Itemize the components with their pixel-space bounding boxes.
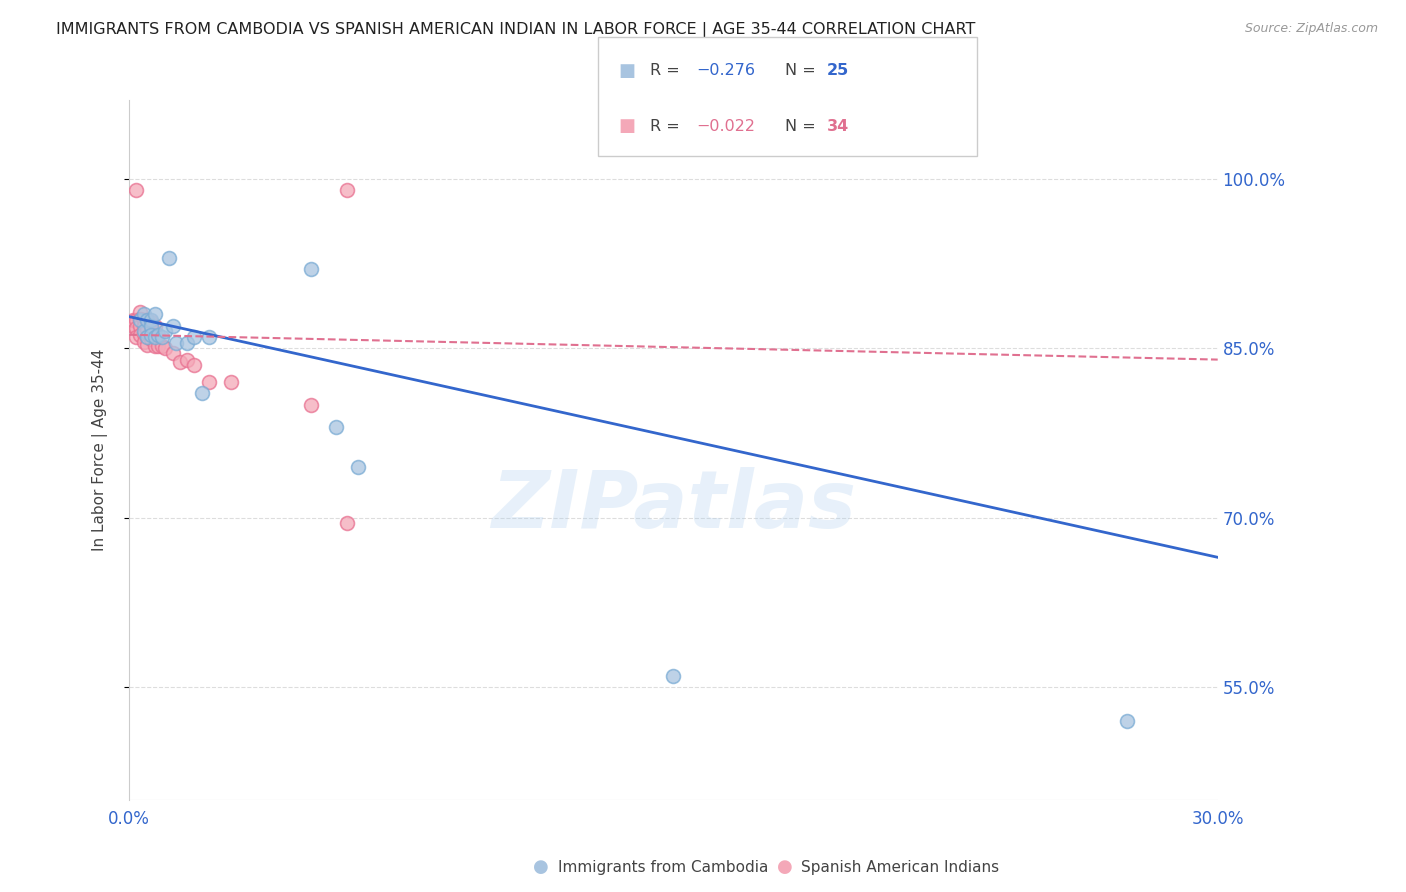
Point — [183, 358, 205, 372]
Point — [136, 338, 159, 352]
Point — [139, 332, 162, 346]
Text: ■: ■ — [619, 118, 636, 136]
Point — [129, 327, 152, 342]
Text: Immigrants from Cambodia: Immigrants from Cambodia — [558, 860, 769, 874]
Text: R =: R = — [650, 63, 685, 78]
Point — [148, 339, 170, 353]
Point — [136, 313, 159, 327]
Point — [129, 312, 152, 326]
Point — [132, 326, 155, 341]
Text: ●: ● — [533, 858, 550, 876]
Point — [132, 318, 155, 333]
Text: −0.276: −0.276 — [696, 63, 755, 78]
Point — [132, 307, 155, 321]
Text: IMMIGRANTS FROM CAMBODIA VS SPANISH AMERICAN INDIAN IN LABOR FORCE | AGE 35-44 C: IMMIGRANTS FROM CAMBODIA VS SPANISH AMER… — [56, 22, 976, 38]
Point — [336, 516, 359, 531]
Point — [1116, 714, 1139, 728]
Point — [219, 375, 242, 389]
Point — [150, 339, 173, 353]
Point — [139, 318, 162, 333]
Point — [155, 324, 177, 338]
Point — [136, 330, 159, 344]
Point — [336, 183, 359, 197]
Point — [150, 330, 173, 344]
Point — [139, 324, 162, 338]
Text: −0.022: −0.022 — [696, 119, 755, 134]
Point — [162, 346, 184, 360]
Text: ■: ■ — [619, 62, 636, 79]
Point — [143, 339, 166, 353]
Text: ZIPatlas: ZIPatlas — [491, 467, 856, 545]
Point — [165, 335, 187, 350]
Y-axis label: In Labor Force | Age 35-44: In Labor Force | Age 35-44 — [93, 349, 108, 551]
Point — [121, 313, 143, 327]
Point — [132, 313, 155, 327]
Point — [125, 183, 148, 197]
Point — [190, 386, 212, 401]
Text: 34: 34 — [827, 119, 849, 134]
Point — [325, 420, 347, 434]
Text: Source: ZipAtlas.com: Source: ZipAtlas.com — [1244, 22, 1378, 36]
Point — [139, 313, 162, 327]
Point — [162, 318, 184, 333]
Point — [136, 322, 159, 336]
Text: N =: N = — [785, 119, 821, 134]
Point — [129, 313, 152, 327]
Point — [129, 305, 152, 319]
Point — [169, 355, 191, 369]
Point — [148, 327, 170, 342]
Point — [139, 315, 162, 329]
Point — [139, 327, 162, 342]
Text: Spanish American Indians: Spanish American Indians — [801, 860, 1000, 874]
Point — [176, 352, 198, 367]
Point — [143, 307, 166, 321]
Point — [198, 375, 221, 389]
Point — [346, 459, 368, 474]
Point — [136, 330, 159, 344]
Point — [143, 327, 166, 342]
Point — [143, 318, 166, 333]
Text: R =: R = — [650, 119, 685, 134]
Point — [157, 251, 180, 265]
Point — [121, 318, 143, 333]
Point — [299, 262, 322, 277]
Point — [176, 335, 198, 350]
Point — [125, 313, 148, 327]
Point — [143, 330, 166, 344]
Point — [129, 318, 152, 333]
Point — [183, 330, 205, 344]
Point — [155, 341, 177, 355]
Point — [132, 324, 155, 338]
Point — [299, 398, 322, 412]
Point — [136, 314, 159, 328]
Point — [125, 321, 148, 335]
Point — [198, 330, 221, 344]
Point — [662, 669, 685, 683]
Point — [125, 330, 148, 344]
Text: ●: ● — [776, 858, 793, 876]
Point — [132, 334, 155, 349]
Text: N =: N = — [785, 63, 821, 78]
Text: 25: 25 — [827, 63, 849, 78]
